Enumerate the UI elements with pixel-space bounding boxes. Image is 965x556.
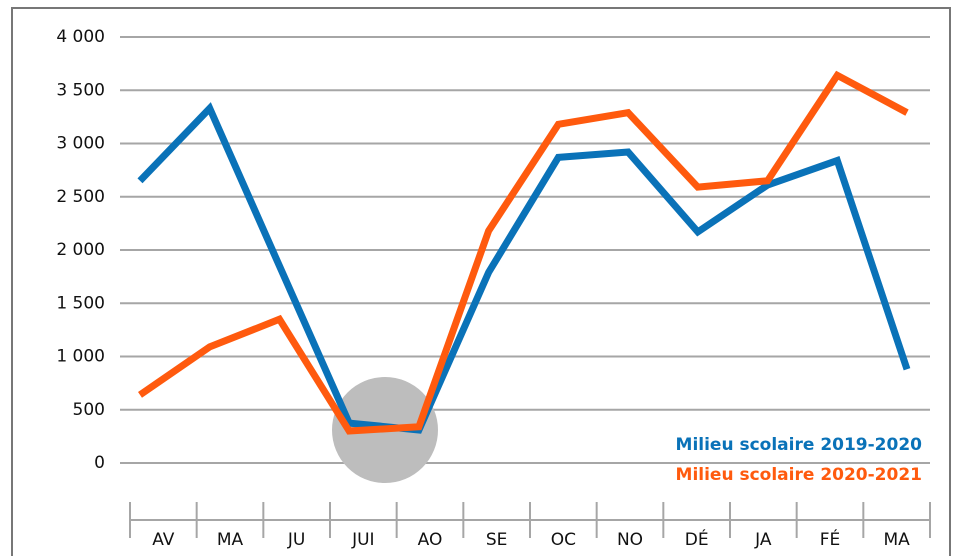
x-tick-label: JA bbox=[754, 530, 772, 550]
y-tick-label: 4 000 bbox=[56, 27, 105, 47]
x-tick-label: AO bbox=[418, 530, 443, 550]
x-tick-label: OC bbox=[551, 530, 576, 550]
y-tick-label: 2 000 bbox=[56, 240, 105, 260]
x-tick-label: DÉ bbox=[685, 528, 709, 550]
x-tick-label: JUI bbox=[351, 530, 374, 550]
legend-entry: Milieu scolaire 2020-2021 bbox=[676, 465, 922, 485]
y-tick-label: 500 bbox=[73, 400, 105, 420]
x-tick-label: NO bbox=[617, 530, 643, 550]
frame bbox=[11, 7, 951, 556]
x-tick-label: MA bbox=[884, 530, 911, 550]
y-tick-label: 3 000 bbox=[56, 134, 105, 154]
x-tick-label: FÉ bbox=[820, 528, 841, 550]
legend-entry: Milieu scolaire 2019-2020 bbox=[676, 435, 923, 455]
series-line bbox=[137, 102, 911, 434]
y-tick-label: 1 500 bbox=[56, 293, 105, 313]
x-tick-label: AV bbox=[152, 530, 175, 550]
y-tick-label: 2 500 bbox=[56, 187, 105, 207]
y-tick-label: 0 bbox=[94, 453, 105, 473]
y-tick-label: 3 500 bbox=[56, 80, 105, 100]
x-tick-label: SE bbox=[486, 530, 508, 550]
y-tick-label: 1 000 bbox=[56, 347, 105, 367]
x-tick-label: MA bbox=[217, 530, 244, 550]
series-line bbox=[138, 70, 909, 435]
x-tick-label: JU bbox=[287, 530, 305, 550]
